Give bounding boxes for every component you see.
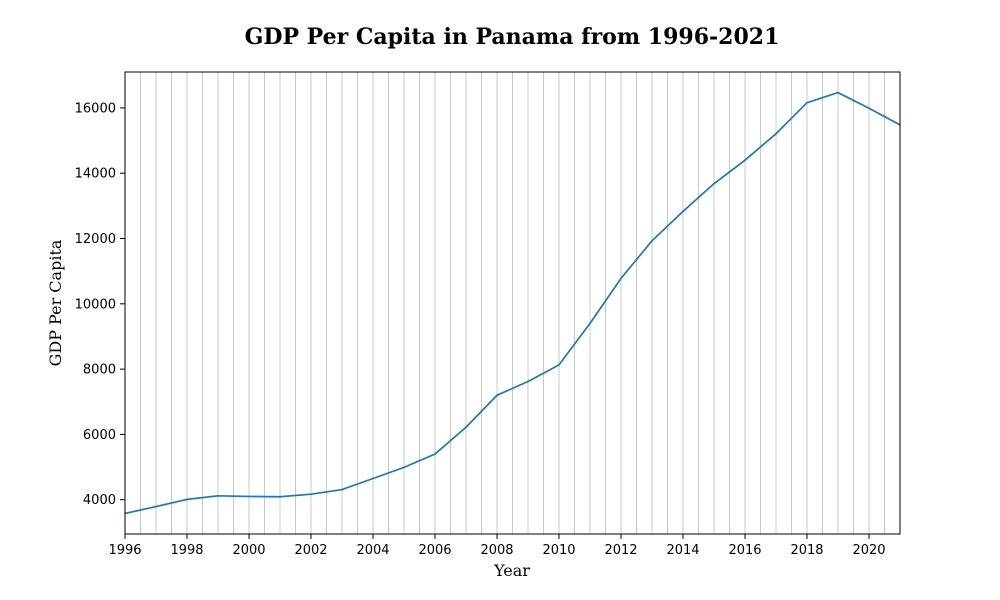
x-tick-label: 2004 bbox=[356, 543, 389, 558]
data-point bbox=[837, 91, 839, 94]
x-axis-label: Year bbox=[493, 561, 530, 580]
x-tick-label: 2006 bbox=[418, 543, 451, 558]
grid-lines bbox=[140, 72, 885, 534]
x-tick-label: 1998 bbox=[170, 543, 203, 558]
x-tick-label: 2008 bbox=[480, 543, 513, 558]
y-tick-label: 4000 bbox=[83, 493, 116, 508]
x-tick-label: 1996 bbox=[108, 543, 141, 558]
data-point bbox=[589, 322, 591, 325]
chart-title: GDP Per Capita in Panama from 1996-2021 bbox=[245, 24, 780, 50]
y-tick-label: 8000 bbox=[83, 363, 116, 378]
data-point bbox=[806, 101, 808, 104]
data-point bbox=[527, 380, 529, 383]
data-point bbox=[403, 466, 405, 469]
data-point bbox=[558, 364, 560, 366]
data-point bbox=[620, 277, 622, 280]
y-axis-label: GDP Per Capita bbox=[46, 239, 65, 366]
data-point bbox=[186, 498, 188, 501]
data-point bbox=[744, 159, 746, 161]
y-tick-label: 16000 bbox=[75, 101, 116, 116]
data-point bbox=[775, 132, 777, 135]
plot-area-frame bbox=[124, 71, 901, 535]
y-tick-label: 10000 bbox=[75, 297, 116, 312]
data-point bbox=[434, 453, 436, 455]
data-point bbox=[279, 495, 281, 498]
x-tick-label: 2020 bbox=[852, 543, 885, 558]
data-point bbox=[372, 477, 374, 480]
x-tick-label: 2002 bbox=[294, 543, 327, 558]
y-tick-label: 6000 bbox=[83, 428, 116, 443]
data-point bbox=[310, 493, 312, 495]
x-tick-label: 2014 bbox=[666, 543, 699, 558]
data-point bbox=[465, 426, 467, 429]
data-point bbox=[713, 182, 715, 185]
x-tick-label: 2016 bbox=[728, 543, 761, 558]
data-point bbox=[155, 505, 157, 508]
x-tick-label: 2010 bbox=[542, 543, 575, 558]
x-tick-label: 2012 bbox=[604, 543, 637, 558]
x-tick-label: 2000 bbox=[232, 543, 265, 558]
data-point bbox=[682, 210, 684, 213]
y-tick-label: 12000 bbox=[75, 232, 116, 247]
data-point bbox=[248, 495, 250, 498]
data-point bbox=[496, 394, 498, 397]
data-point bbox=[341, 488, 343, 491]
data-point bbox=[217, 494, 219, 497]
data-point bbox=[651, 240, 653, 242]
y-tick-label: 14000 bbox=[75, 167, 116, 182]
series-line bbox=[124, 91, 901, 515]
x-axis-ticks: 1996 1998 2000 2002 2004 2006 2008 2010 2012 2014… bbox=[108, 534, 886, 558]
x-tick-label: 2018 bbox=[790, 543, 823, 558]
data-point bbox=[868, 107, 870, 110]
y-axis-ticks: 4000 6000 8000 10000 12000 14000 16000 bbox=[75, 101, 125, 508]
